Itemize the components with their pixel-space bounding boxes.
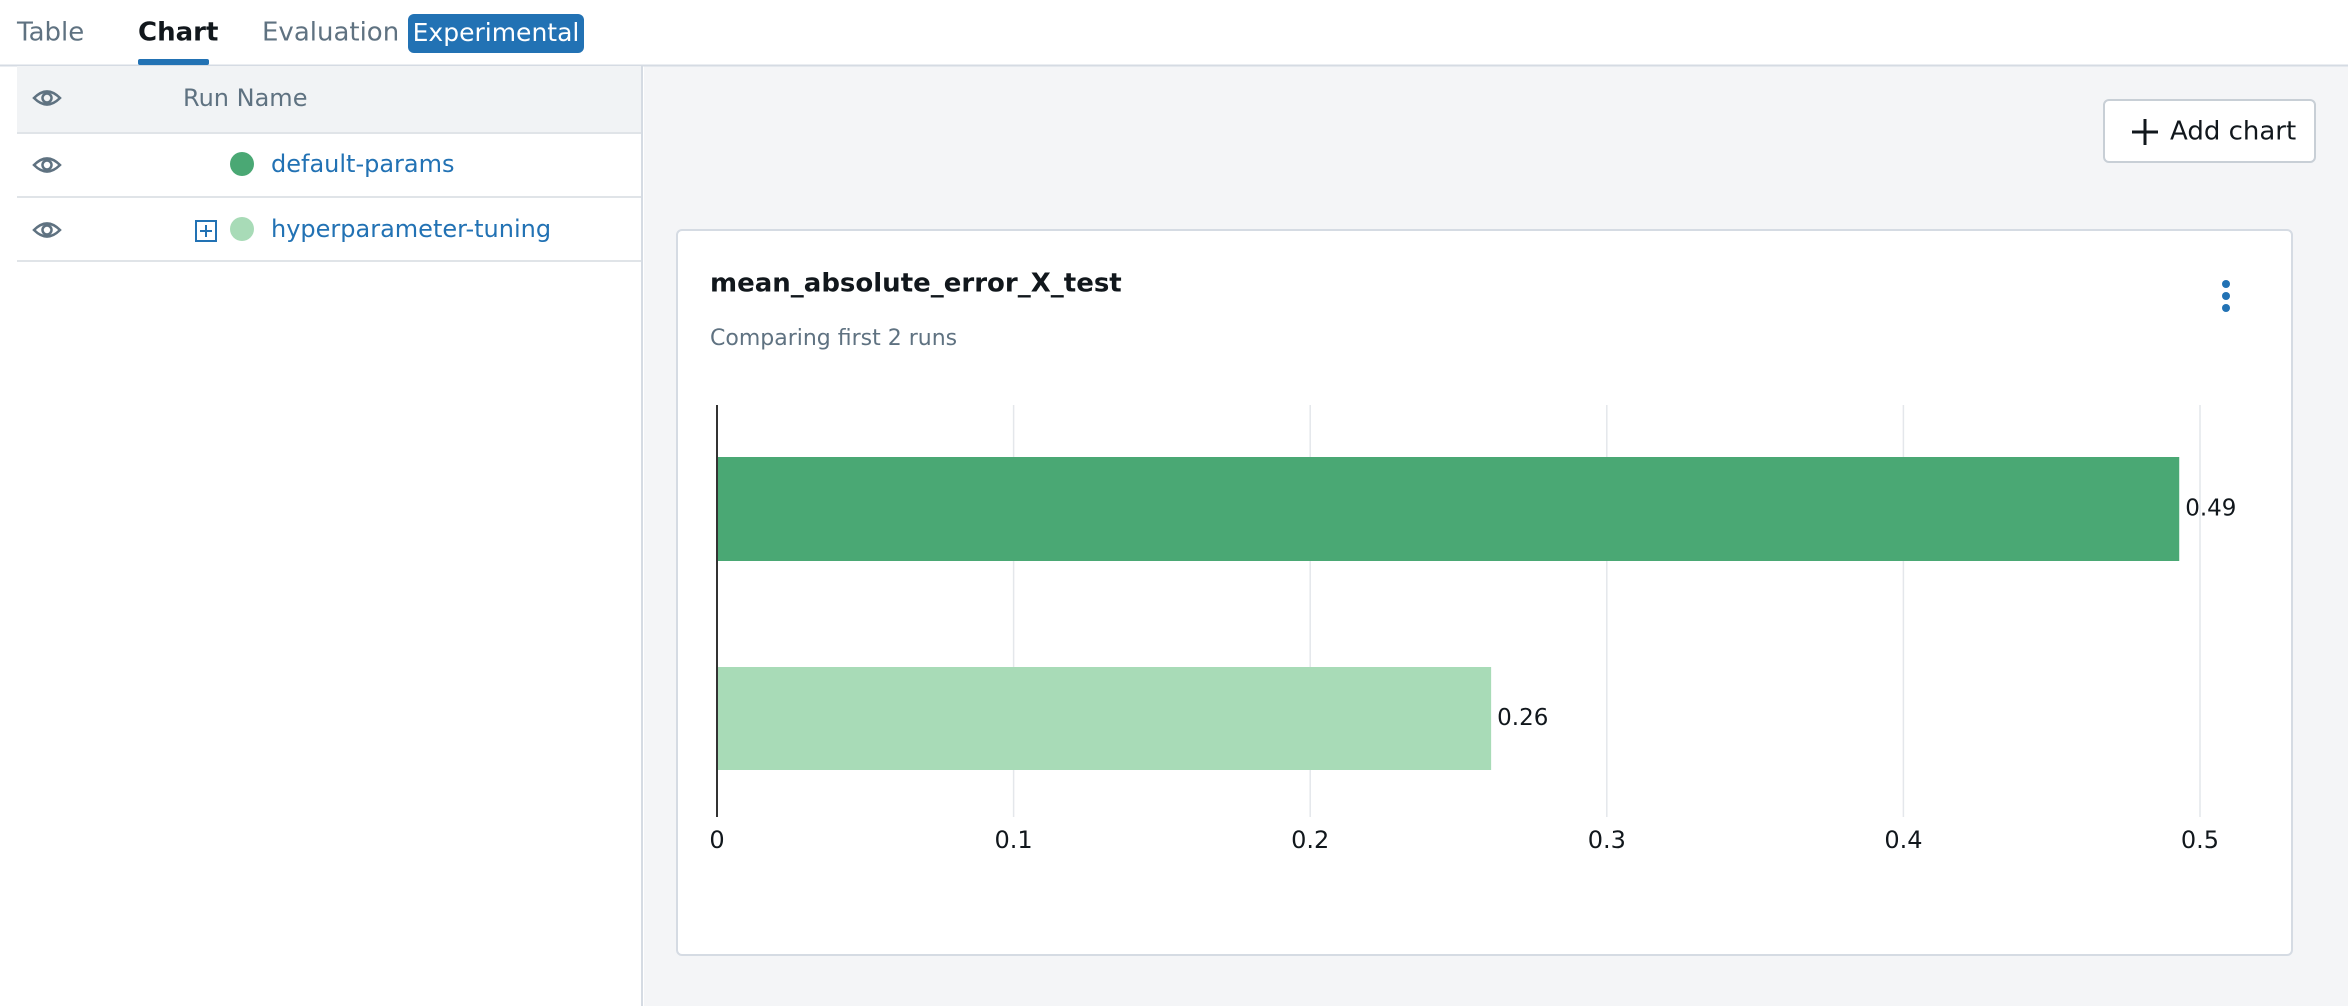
badge-text: Experimental	[413, 18, 580, 47]
bar	[717, 667, 1492, 770]
eye-icon[interactable]	[32, 157, 62, 173]
bar	[717, 457, 2180, 561]
kebab-menu[interactable]	[2222, 280, 2230, 312]
column-header: Run Name	[183, 84, 307, 112]
x-tick-label: 0.1	[995, 826, 1033, 854]
chart-card	[676, 229, 2293, 956]
x-tick-label: 0	[709, 826, 724, 854]
tab-underline	[138, 59, 209, 65]
x-tick-label: 0.2	[1291, 826, 1329, 854]
chart-subtitle: Comparing first 2 runs	[710, 326, 957, 351]
tab[interactable]: Chart	[138, 18, 218, 48]
x-tick-label: 0.3	[1588, 826, 1626, 854]
eye-icon[interactable]	[32, 90, 62, 106]
run-color	[230, 152, 254, 176]
expand-icon[interactable]	[195, 220, 217, 242]
tab[interactable]: Table	[16, 18, 84, 48]
badge	[408, 14, 584, 53]
eye-icon[interactable]	[32, 222, 62, 238]
run-name[interactable]: default-params	[271, 150, 455, 178]
eye-icons	[32, 90, 62, 238]
plot: 0 0.1 0.2 0.3 0.4 0.5 0.49 0.26	[709, 405, 2236, 854]
run-name[interactable]: hyperparameter-tuning	[271, 215, 551, 243]
plus-icon	[2132, 119, 2158, 145]
x-tick-label: 0.5	[2181, 826, 2219, 854]
table-header	[17, 66, 641, 133]
run-color	[230, 217, 254, 241]
x-tick-label: 0.4	[1884, 826, 1922, 854]
button-label: Add chart	[2170, 117, 2296, 147]
value-label: 0.49	[2185, 496, 2236, 522]
tab[interactable]: Evaluation	[262, 18, 399, 48]
add-chart-button[interactable]	[2103, 99, 2316, 163]
value-label: 0.26	[1497, 705, 1548, 731]
chart-title: mean_absolute_error_X_test	[710, 269, 1122, 299]
